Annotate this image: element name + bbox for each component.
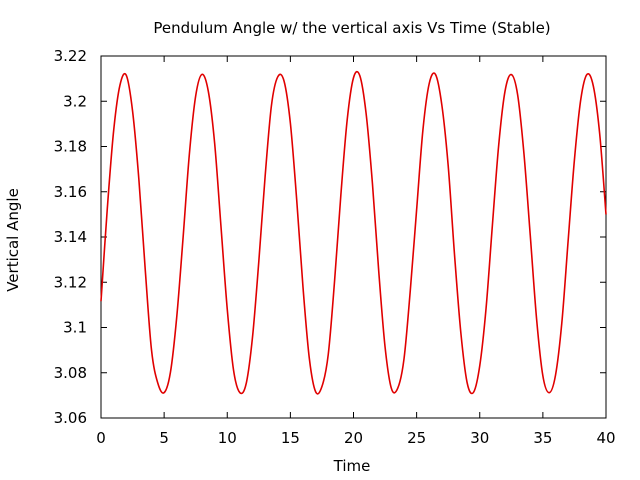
y-tick-label: 3.06	[54, 409, 87, 427]
x-tick-label: 25	[407, 429, 426, 447]
y-tick-label: 3.1	[63, 319, 87, 337]
y-tick-label: 3.08	[54, 364, 87, 382]
x-axis-ticks: 0 5 10 15 20 25 30 35 40	[96, 56, 616, 447]
x-tick-label: 10	[218, 429, 237, 447]
x-tick-label: 15	[281, 429, 300, 447]
y-tick-label: 3.14	[54, 228, 87, 246]
y-tick-label: 3.12	[54, 273, 87, 291]
y-tick-label: 3.22	[54, 47, 87, 65]
y-tick-label: 3.2	[63, 92, 87, 110]
y-tick-label: 3.18	[54, 138, 87, 156]
chart-title: Pendulum Angle w/ the vertical axis Vs T…	[153, 19, 550, 37]
y-tick-label: 3.16	[54, 183, 87, 201]
x-tick-label: 35	[533, 429, 552, 447]
series-layer	[100, 70, 607, 395]
y-axis-label: Vertical Angle	[4, 188, 22, 292]
x-axis-label: Time	[333, 457, 371, 475]
x-tick-label: 20	[344, 429, 363, 447]
y-axis-ticks: 3.06 3.08 3.1 3.12 3.14 3.16 3.18 3.2 3.22	[54, 47, 606, 427]
x-tick-label: 40	[596, 429, 615, 447]
x-tick-label: 30	[470, 429, 489, 447]
x-tick-label: 5	[159, 429, 169, 447]
series-line-0	[100, 70, 607, 395]
x-tick-label: 0	[96, 429, 106, 447]
